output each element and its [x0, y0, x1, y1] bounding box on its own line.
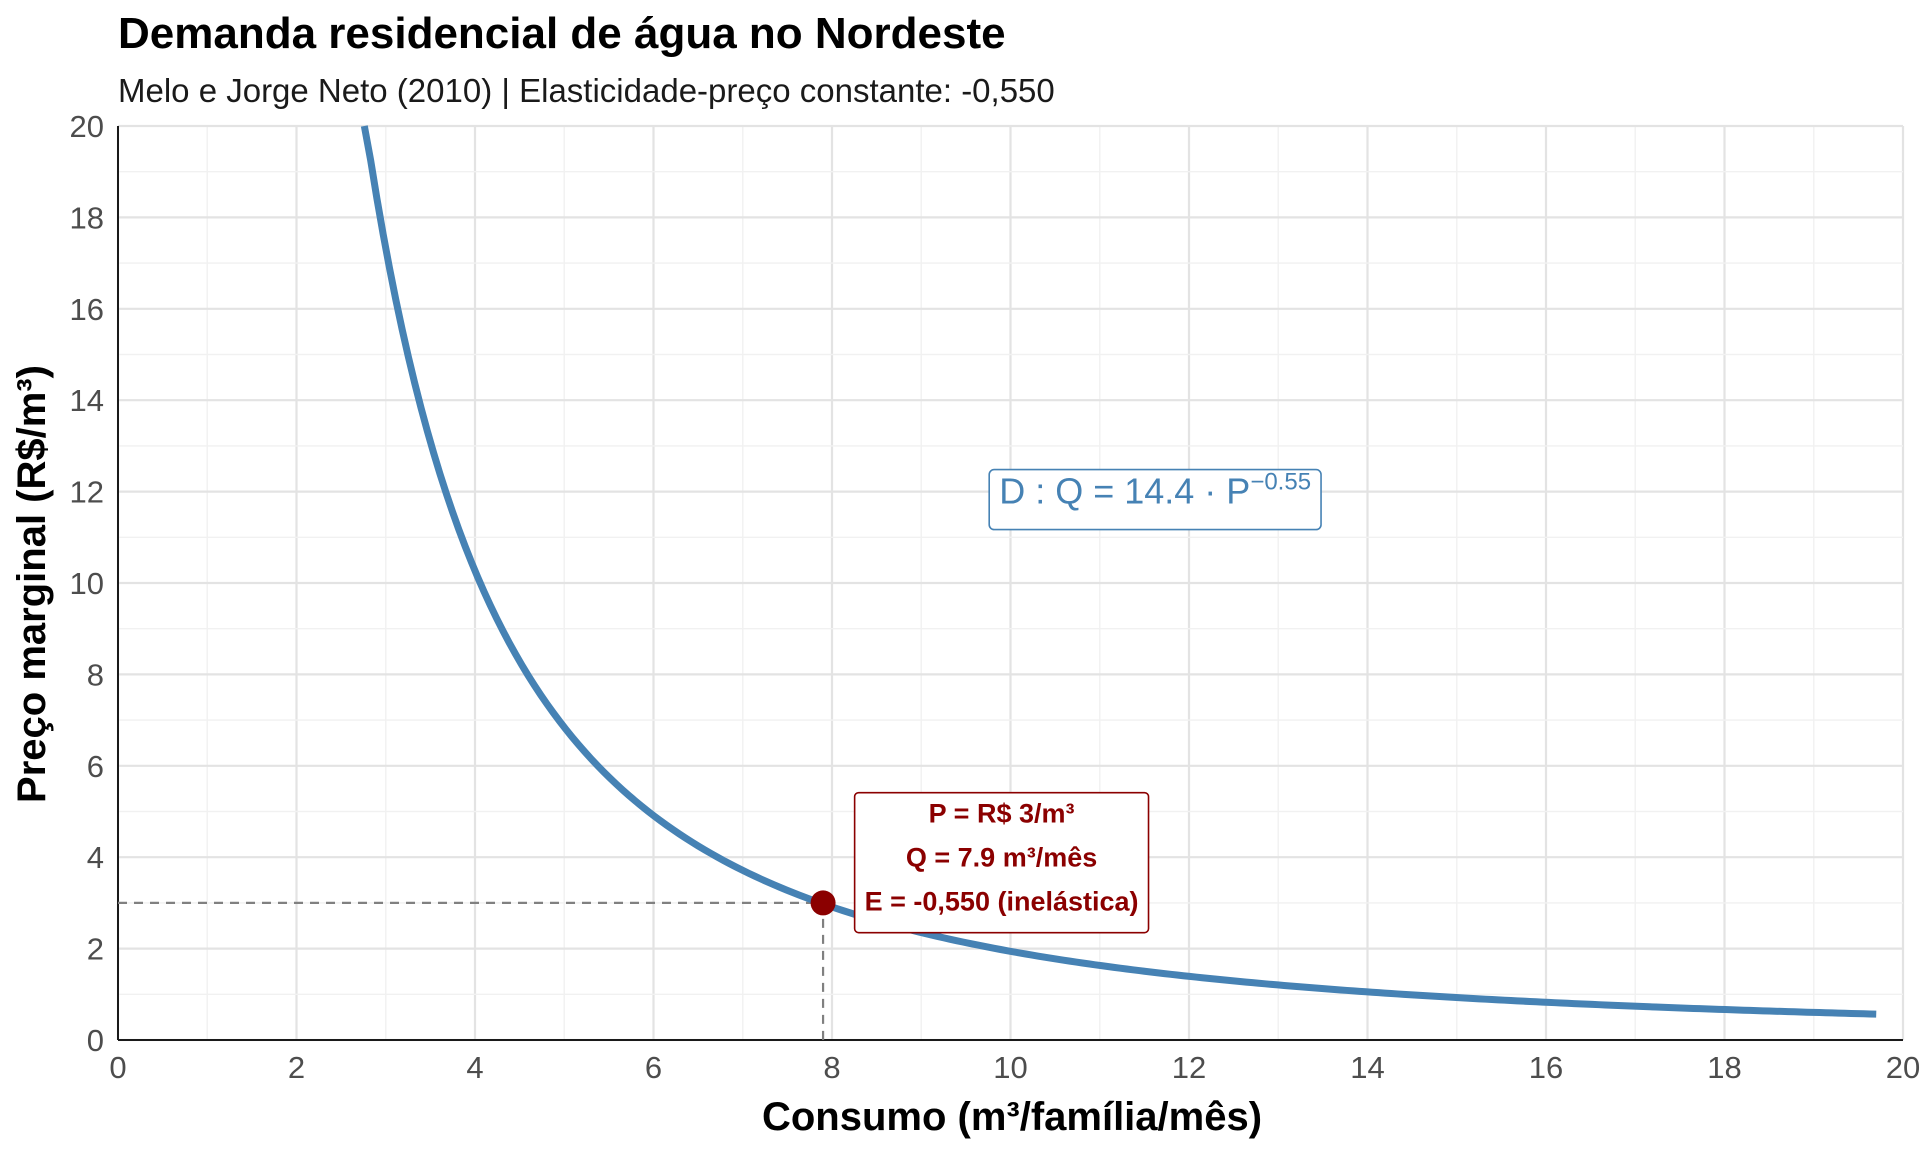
y-tick-label: 14 [70, 383, 104, 418]
chart-title: Demanda residencial de água no Nordeste [118, 9, 1006, 58]
y-tick-label: 20 [70, 109, 104, 144]
x-tick-label: 6 [645, 1050, 662, 1085]
x-tick-label: 20 [1886, 1050, 1920, 1085]
axes [117, 126, 1903, 1041]
y-tick-label: 12 [70, 475, 104, 510]
y-axis-title: Preço marginal (R$/m³) [10, 365, 54, 803]
info-box-line: Q = 7.9 m³/mês [906, 843, 1097, 873]
y-tick-label: 4 [87, 840, 104, 875]
y-tick-label: 0 [87, 1023, 104, 1058]
x-tick-label: 4 [466, 1050, 483, 1085]
tick-labels: 0 2 4 6 8 10 12 14 16 18 20 0 2 4 6 8 10 12 14 16 18 20 [70, 109, 1920, 1085]
x-tick-label: 14 [1350, 1050, 1384, 1085]
equation-label-text: D : Q = 14.4 · P−0.55 [999, 469, 1311, 512]
x-tick-label: 18 [1707, 1050, 1741, 1085]
x-tick-label: 2 [288, 1050, 305, 1085]
info-box-line: P = R$ 3/m³ [929, 799, 1075, 829]
info-box-frame [853, 791, 1150, 934]
x-axis-title: Consumo (m³/família/mês) [762, 1095, 1262, 1139]
y-tick-label: 2 [87, 932, 104, 967]
demand-curve [360, 125, 1877, 1018]
y-tick-label: 8 [87, 657, 104, 692]
y-tick-label: 6 [87, 749, 104, 784]
x-tick-label: 10 [993, 1050, 1027, 1085]
equation-label-box [988, 468, 1322, 531]
x-tick-label: 0 [109, 1050, 126, 1085]
x-tick-label: 8 [823, 1050, 840, 1085]
y-tick-label: 16 [70, 292, 104, 327]
y-tick-label: 10 [70, 566, 104, 601]
info-box-line: E = -0,550 (inelástica) [865, 887, 1139, 917]
equation-label: D : Q = 14.4 · P−0.55 [988, 468, 1322, 531]
guide-lines [118, 901, 825, 1040]
y-tick-label: 18 [70, 200, 104, 235]
info-box: P = R$ 3/m³ Q = 7.9 m³/mês E = -0,550 (ine… [853, 791, 1150, 934]
annotations: D : Q = 14.4 · P−0.55 P = R$ 3/m³ Q = 7.9 … [853, 468, 1322, 934]
x-tick-label: 12 [1172, 1050, 1206, 1085]
series [360, 125, 1877, 1018]
x-tick-label: 16 [1529, 1050, 1563, 1085]
chart-subtitle: Melo e Jorge Neto (2010) | Elasticidade-… [118, 72, 1055, 109]
equilibrium-point [810, 890, 836, 916]
